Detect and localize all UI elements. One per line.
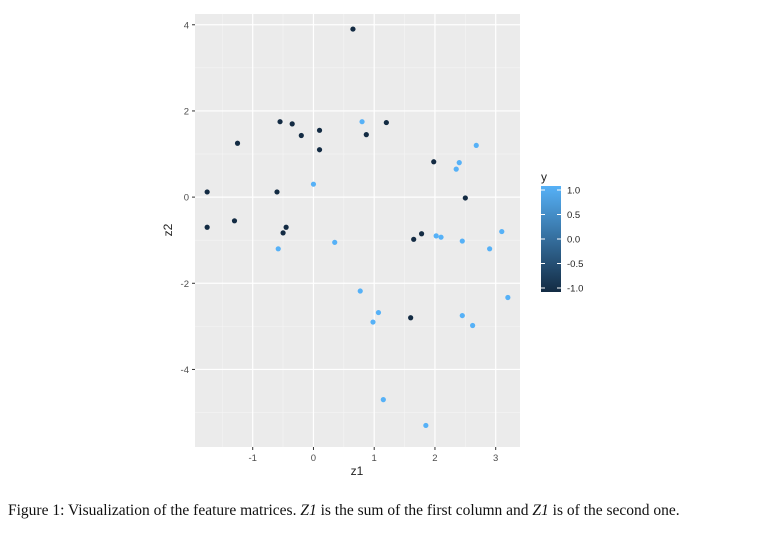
data-point <box>459 238 465 244</box>
colorbar-legend: y 1.0 0.5 0.0 -0.5 -1.0 <box>541 170 583 295</box>
x-tick-label: 1 <box>372 453 377 464</box>
data-point <box>456 160 462 166</box>
x-tick-label: 3 <box>493 453 498 464</box>
data-point <box>234 140 241 146</box>
data-point <box>283 224 289 230</box>
data-point <box>357 288 363 294</box>
data-point <box>275 246 281 252</box>
caption-var-2: Z1 <box>532 502 549 519</box>
data-point <box>332 239 338 245</box>
colorbar <box>541 186 561 292</box>
data-point <box>274 189 280 195</box>
data-point <box>204 189 210 195</box>
figure-caption: Figure 1: Visualization of the feature m… <box>8 500 758 522</box>
y-tick-label: 4 <box>184 20 189 31</box>
data-point <box>375 309 382 316</box>
grid-major-lines <box>195 14 520 447</box>
y-tick-label: -4 <box>181 365 189 376</box>
caption-var-1: Z1 <box>300 502 317 519</box>
colorbar-tick-label: 1.0 <box>567 186 580 197</box>
data-points <box>204 26 511 429</box>
y-axis: 4 2 0 -2 -4 <box>181 20 195 376</box>
y-tick-label: 0 <box>184 193 189 204</box>
data-point <box>289 121 295 127</box>
data-point <box>473 142 479 149</box>
data-point <box>453 166 459 172</box>
caption-suffix: is of the second one. <box>548 502 680 519</box>
data-point <box>359 119 365 125</box>
data-point <box>316 127 323 133</box>
data-point <box>423 422 429 429</box>
colorbar-tick-label: 0.5 <box>567 210 580 221</box>
data-point <box>231 218 238 224</box>
data-point <box>462 195 468 201</box>
data-point <box>280 230 286 236</box>
data-point <box>418 231 425 237</box>
y-tick-label: 2 <box>184 106 189 117</box>
colorbar-tick-label: -1.0 <box>567 284 583 295</box>
y-tick-label: -2 <box>181 279 189 290</box>
data-point <box>470 322 476 329</box>
plot-panel <box>195 14 520 447</box>
data-point <box>459 312 465 319</box>
data-point <box>380 397 386 403</box>
data-point <box>487 246 493 252</box>
caption-middle: is the sum of the first column and <box>316 502 533 519</box>
colorbar-tick-label: -0.5 <box>567 259 583 270</box>
x-axis: -1 0 1 2 3 <box>248 447 498 464</box>
x-axis-title: z1 <box>351 464 364 478</box>
data-point <box>316 147 323 153</box>
data-point <box>411 236 417 242</box>
data-point <box>363 132 369 138</box>
data-point <box>431 159 437 165</box>
x-tick-label: 2 <box>432 453 437 464</box>
y-axis-title: z2 <box>161 223 175 236</box>
data-point <box>298 132 304 139</box>
caption-prefix: Figure 1: Visualization of the feature m… <box>8 502 301 519</box>
data-point <box>383 119 389 126</box>
x-tick-label: 0 <box>311 453 316 464</box>
x-tick-label: -1 <box>248 453 256 464</box>
data-point <box>499 228 505 235</box>
data-point <box>370 319 376 325</box>
data-point <box>277 119 283 125</box>
data-point <box>433 233 439 239</box>
grid-minor-lines <box>195 14 520 447</box>
data-point <box>350 26 356 32</box>
data-point <box>408 315 414 321</box>
data-point <box>505 294 511 301</box>
data-point <box>204 224 210 230</box>
legend-title: y <box>541 170 547 184</box>
colorbar-ticks: 1.0 0.5 0.0 -0.5 -1.0 <box>541 186 583 295</box>
colorbar-tick-label: 0.0 <box>567 235 580 246</box>
data-point <box>438 234 444 240</box>
data-point <box>310 181 317 187</box>
